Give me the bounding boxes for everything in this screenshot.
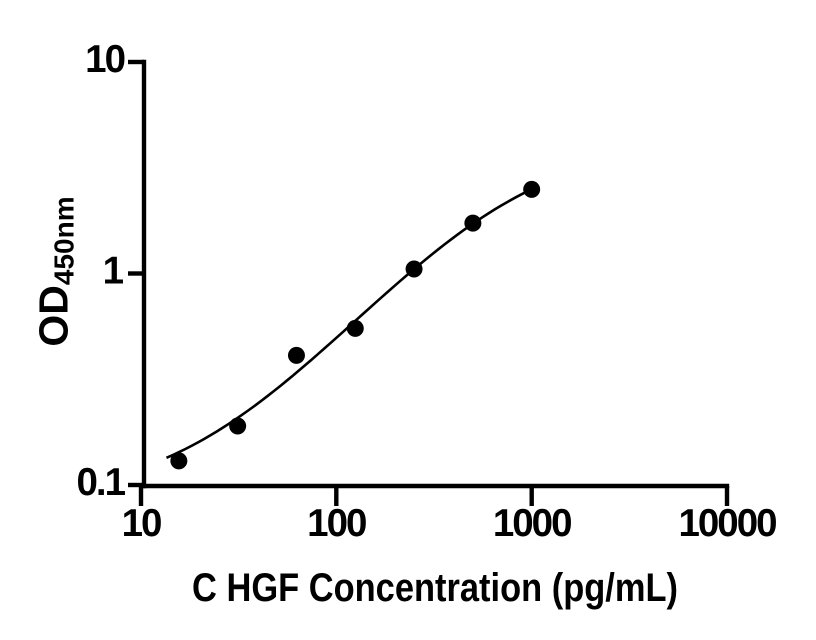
svg-text:10: 10 bbox=[85, 38, 124, 81]
svg-text:OD450nm: OD450nm bbox=[31, 196, 80, 346]
svg-text:C HGF Concentration (pg/mL): C HGF Concentration (pg/mL) bbox=[192, 566, 678, 610]
svg-text:10000: 10000 bbox=[678, 502, 776, 545]
svg-text:10: 10 bbox=[122, 502, 161, 545]
svg-text:100: 100 bbox=[307, 502, 366, 545]
svg-text:0.1: 0.1 bbox=[76, 461, 125, 504]
svg-text:1: 1 bbox=[103, 250, 124, 293]
svg-text:1000: 1000 bbox=[493, 502, 571, 545]
